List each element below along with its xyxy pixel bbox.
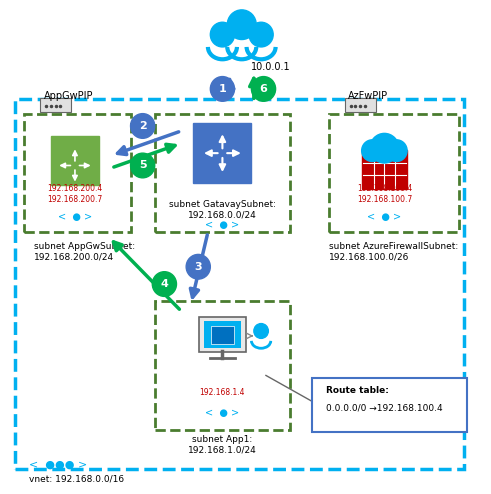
- FancyBboxPatch shape: [40, 98, 71, 112]
- Text: 2: 2: [139, 121, 146, 131]
- Text: 10.0.0.1: 10.0.0.1: [251, 62, 291, 72]
- Text: 0.0.0.0/0 →192.168.100.4: 0.0.0.0/0 →192.168.100.4: [327, 403, 443, 412]
- FancyBboxPatch shape: [345, 98, 376, 112]
- Circle shape: [186, 254, 210, 279]
- Circle shape: [370, 133, 399, 163]
- Circle shape: [254, 324, 269, 338]
- Circle shape: [386, 140, 407, 162]
- Text: 3: 3: [194, 262, 202, 272]
- Circle shape: [61, 137, 88, 165]
- Circle shape: [131, 114, 155, 138]
- Text: 192.168.100.4
192.168.100.7: 192.168.100.4 192.168.100.7: [357, 184, 412, 204]
- Text: 192.168.1.4: 192.168.1.4: [200, 388, 245, 397]
- Text: <  ●●● >: < ●●● >: [29, 459, 87, 469]
- Text: 6: 6: [260, 84, 268, 94]
- Circle shape: [131, 153, 155, 178]
- Text: 192.168.200.4
192.168.200.7: 192.168.200.4 192.168.200.7: [47, 184, 103, 204]
- Text: <  ● >: < ● >: [205, 220, 240, 230]
- Text: AppGwPIP: AppGwPIP: [44, 91, 93, 101]
- Text: subnet AppGwSubnet:
192.168.200.0/24: subnet AppGwSubnet: 192.168.200.0/24: [34, 242, 135, 262]
- FancyBboxPatch shape: [211, 326, 234, 344]
- Text: AzFwPIP: AzFwPIP: [348, 91, 388, 101]
- Text: subnet GatavaySubnet:
192.168.0.0/24: subnet GatavaySubnet: 192.168.0.0/24: [169, 200, 276, 219]
- Text: 5: 5: [139, 161, 146, 170]
- FancyBboxPatch shape: [199, 317, 246, 352]
- Circle shape: [152, 272, 176, 296]
- Text: subnet AzureFirewallSubnet:
192.168.100.0/26: subnet AzureFirewallSubnet: 192.168.100.…: [329, 242, 458, 262]
- Text: vnet: 192.168.0.0/16: vnet: 192.168.0.0/16: [29, 475, 124, 484]
- Text: 4: 4: [161, 279, 168, 289]
- Circle shape: [210, 77, 235, 101]
- Text: subnet App1:
192.168.1.0/24: subnet App1: 192.168.1.0/24: [188, 435, 257, 454]
- Text: 1: 1: [218, 84, 226, 94]
- Circle shape: [210, 22, 235, 47]
- Text: <  ● >: < ● >: [58, 212, 92, 222]
- Circle shape: [362, 140, 383, 162]
- FancyBboxPatch shape: [362, 150, 407, 189]
- FancyBboxPatch shape: [204, 321, 241, 348]
- Circle shape: [251, 77, 275, 101]
- Circle shape: [227, 10, 256, 40]
- FancyBboxPatch shape: [312, 378, 466, 432]
- Text: <  ● >: < ● >: [205, 409, 240, 418]
- Text: <  ● >: < ● >: [367, 212, 402, 222]
- Text: Route table:: Route table:: [327, 386, 389, 395]
- Circle shape: [249, 22, 273, 47]
